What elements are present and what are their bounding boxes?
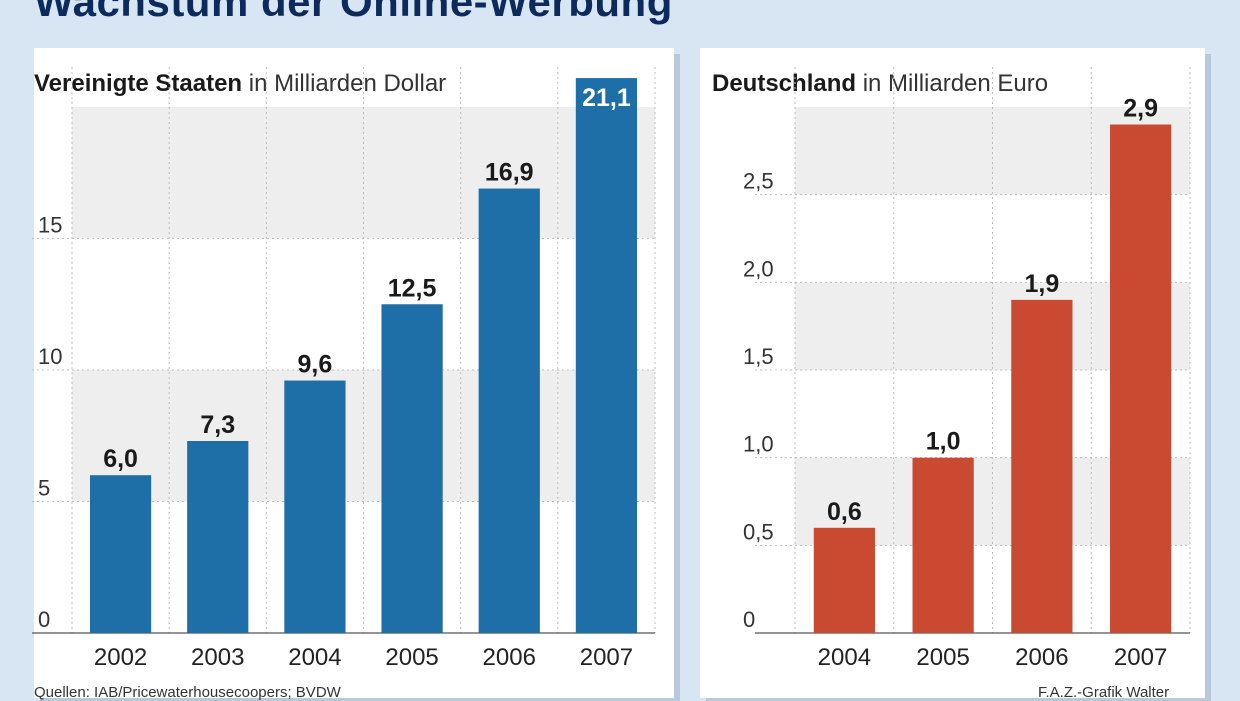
us-value-label: 21,1 [582,84,631,112]
de-value-label: 1,9 [1024,270,1059,298]
de-bar [912,457,974,633]
us-value-label: 16,9 [485,159,534,187]
us-value-label: 7,3 [200,411,235,439]
credit-note: F.A.Z.-Grafik Walter [1038,684,1170,701]
us-category-label: 2007 [580,644,633,671]
us-value-label: 12,5 [388,274,437,302]
de-ytick-label: 1,5 [743,344,774,369]
de-ytick-label: 2,5 [743,169,774,194]
chart-title-us: Vereinigte Staaten in Milliarden Dollar [34,70,446,98]
de-category-label: 2006 [1015,644,1068,671]
us-ytick-label: 15 [38,213,62,238]
chart-title-de-country: Deutschland [712,70,857,97]
de-value-label: 2,9 [1123,95,1158,123]
source-note: Quellen: IAB/Pricewaterhousecoopers; BVD… [34,684,341,701]
us-bar [89,475,152,633]
us-category-label: 2002 [94,644,147,671]
us-bar [478,188,540,633]
de-ytick-label: 2,0 [743,256,774,281]
de-ytick-label: 1,0 [743,432,774,457]
de-bar [813,527,875,633]
us-ytick-label: 5 [38,476,50,501]
us-band [72,370,655,502]
us-category-label: 2003 [191,644,244,671]
de-bar [1011,299,1073,633]
us-value-label: 9,6 [298,351,333,379]
de-category-label: 2004 [818,644,871,671]
us-ytick-label: 0 [38,607,50,632]
us-bar [575,78,638,633]
us-category-label: 2004 [288,644,341,671]
page-title: Wachstum der Online-Werbung [34,0,673,25]
de-value-label: 1,0 [926,428,961,456]
us-bar [187,441,249,633]
de-ytick-label: 0,5 [743,519,774,544]
chart-title-us-country: Vereinigte Staaten [34,70,243,97]
de-category-label: 2005 [916,644,969,671]
us-bar [381,304,443,633]
de-ytick-label: 0 [743,607,755,632]
de-bar [1110,124,1172,634]
de-value-label: 0,6 [827,498,862,526]
chart-title-us-unit: in Milliarden Dollar [248,70,447,97]
us-ytick-label: 10 [38,344,62,369]
de-category-label: 2007 [1114,644,1167,671]
us-category-label: 2006 [483,644,536,671]
us-bar [284,380,346,633]
us-category-label: 2005 [385,644,438,671]
us-value-label: 6,0 [103,445,138,473]
